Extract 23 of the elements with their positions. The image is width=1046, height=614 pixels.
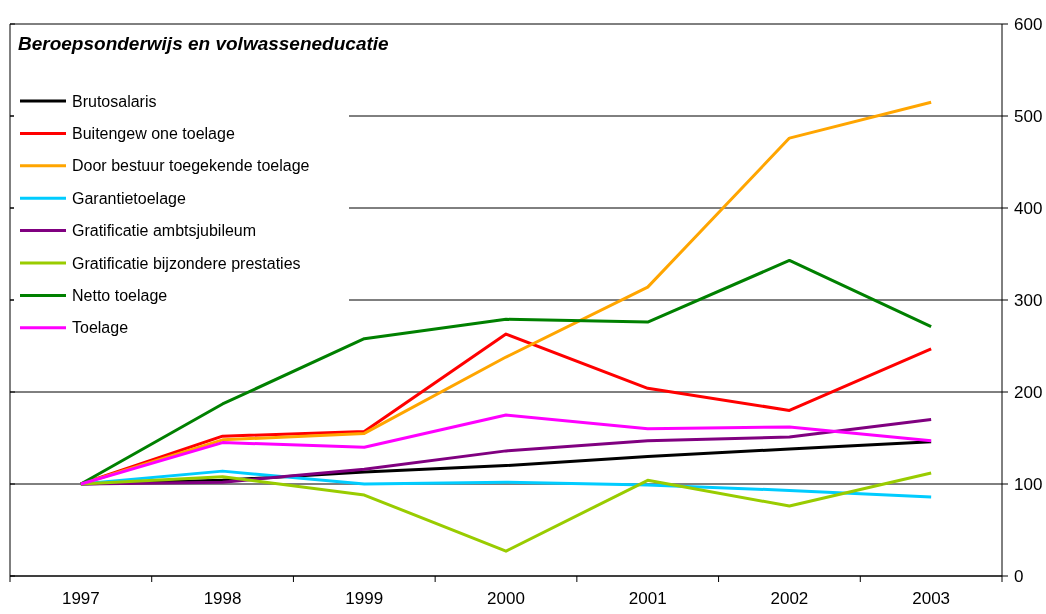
x-tick-label: 2000	[487, 589, 525, 608]
legend-label: Gratificatie bijzondere prestaties	[72, 254, 301, 272]
y-tick-label: 500	[1014, 106, 1043, 126]
y-tick-label: 300	[1014, 290, 1043, 310]
legend-label: Brutosalaris	[72, 92, 157, 110]
legend-label: Buitengew one toelage	[72, 125, 235, 142]
x-tick-label: 1998	[203, 589, 242, 608]
legend-label: Netto toelage	[72, 287, 168, 304]
y-tick-label: 400	[1014, 198, 1043, 218]
legend-label: Toelage	[72, 319, 129, 337]
x-tick-label: 1997	[61, 589, 100, 608]
x-tick-label: 2003	[912, 589, 951, 608]
x-tick-label: 2002	[770, 589, 809, 608]
text: Beroepsonderwijs en volwasseneducatie	[18, 33, 390, 54]
legend-label: Gratificatie ambtsjubileum	[72, 222, 257, 240]
legend-label: Door bestuur toegekende toelage	[72, 157, 310, 175]
y-tick-label: 600	[1014, 14, 1043, 34]
y-tick-label: 100	[1014, 474, 1043, 494]
y-tick-label: 200	[1014, 382, 1043, 402]
legend-label: Garantietoelage	[72, 189, 186, 207]
x-tick-label: 1999	[345, 589, 384, 608]
x-tick-label: 2001	[628, 589, 667, 608]
y-tick-label: 0	[1014, 566, 1024, 586]
